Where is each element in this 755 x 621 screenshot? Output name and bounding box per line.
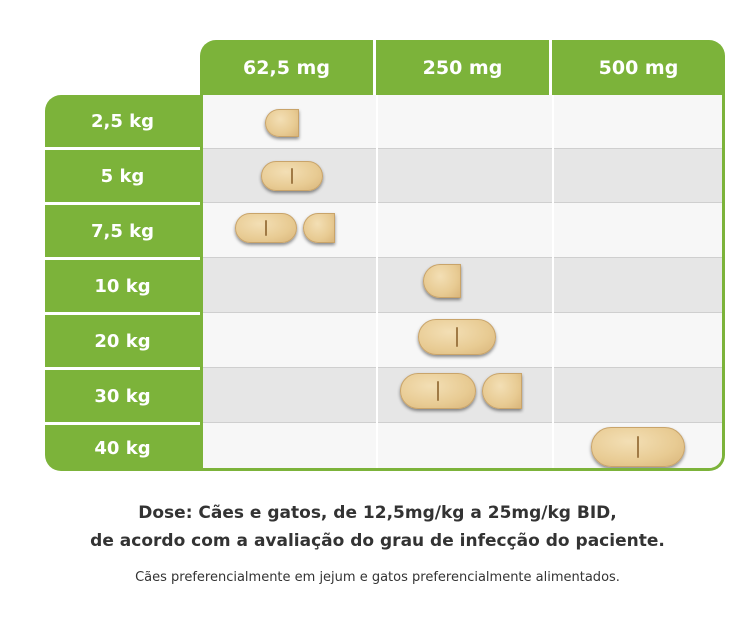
row-divider [203,202,722,203]
weight-label-40kg: 40 kg [94,437,151,459]
tablet-icon [418,319,496,355]
tablet-icon [261,161,323,191]
half-tablet-icon [265,109,299,137]
weight-divider [45,257,200,260]
weight-divider [45,202,200,205]
dose-grid [200,95,725,471]
column-header-500mg: 500 mg [598,56,679,79]
weight-column: 2,5 kg 5 kg 7,5 kg 10 kg 20 kg 30 kg 40 … [45,95,200,471]
tablet-icon [235,213,297,243]
column-header-divider [549,40,552,95]
weight-label-2-5kg: 2,5 kg [90,110,154,132]
dose-row [203,257,722,312]
weight-divider [45,367,200,370]
column-divider [552,95,554,468]
half-tablet-icon [423,264,461,298]
dose-note: Dose: Cães e gatos, de 12,5mg/kg a 25mg/… [138,503,617,523]
weight-label-20kg: 20 kg [94,330,151,352]
weight-label-10kg: 10 kg [94,275,151,297]
row-divider [203,257,722,258]
weight-label-5kg: 5 kg [100,165,145,187]
dose-table: 62,5 mg 250 mg 500 mg 2,5 kg 5 kg 7,5 kg… [45,40,725,471]
weight-divider [45,312,200,315]
dose-note-detail: de acordo com a avaliação do grau de inf… [90,531,665,551]
row-divider [203,422,722,423]
weight-label-30kg: 30 kg [94,385,151,407]
weight-divider [45,147,200,150]
column-divider [376,95,378,468]
column-header-250mg: 250 mg [422,56,503,79]
weight-label-7-5kg: 7,5 kg [90,220,154,242]
tablet-icon [591,427,685,467]
row-divider [203,312,722,313]
tablet-icon [400,373,476,409]
column-header-bar: 62,5 mg 250 mg 500 mg [200,40,725,95]
half-tablet-icon [482,373,522,409]
column-header-62-5mg: 62,5 mg [243,56,330,79]
row-divider [203,148,722,149]
weight-divider [45,422,200,425]
feeding-note: Cães preferencialmente em jejum e gatos … [135,570,620,585]
half-tablet-icon [303,213,335,243]
row-divider [203,367,722,368]
column-header-divider [373,40,376,95]
